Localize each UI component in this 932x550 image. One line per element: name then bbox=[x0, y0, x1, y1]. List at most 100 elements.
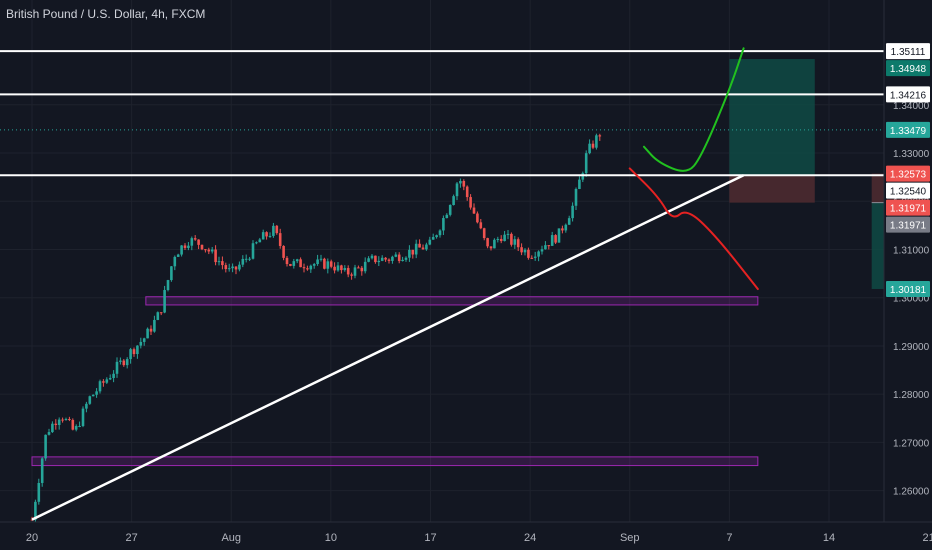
support-zone-2 bbox=[31, 456, 759, 467]
candle-body bbox=[425, 244, 428, 250]
candle bbox=[173, 255, 177, 271]
candle bbox=[105, 377, 109, 384]
candle-body bbox=[81, 408, 85, 426]
candle-body bbox=[255, 242, 258, 244]
candle bbox=[537, 250, 540, 262]
candle-body bbox=[584, 153, 588, 174]
candle bbox=[506, 230, 510, 240]
price-label: 1.34948 bbox=[886, 60, 930, 77]
support-zone-1 bbox=[145, 296, 759, 306]
candle-body bbox=[319, 258, 323, 260]
candle bbox=[132, 347, 136, 357]
candle bbox=[479, 218, 483, 230]
candle-body bbox=[176, 254, 180, 257]
candle bbox=[119, 357, 122, 365]
candle-body bbox=[591, 143, 595, 148]
candle bbox=[472, 203, 476, 215]
time-axis-background bbox=[0, 522, 932, 550]
position-target-zone bbox=[729, 59, 815, 176]
candle bbox=[234, 266, 238, 275]
candle bbox=[401, 256, 404, 262]
candle bbox=[387, 258, 391, 264]
candle bbox=[408, 245, 411, 262]
candle-body bbox=[166, 280, 170, 291]
candle-body bbox=[357, 267, 360, 269]
candle bbox=[503, 230, 506, 242]
candle bbox=[482, 227, 486, 241]
candle bbox=[404, 256, 408, 262]
candle-body bbox=[285, 257, 289, 265]
candle bbox=[61, 417, 64, 423]
candle-body bbox=[207, 249, 211, 252]
candle bbox=[292, 258, 296, 269]
candle bbox=[561, 225, 564, 234]
candle bbox=[516, 237, 520, 252]
candle bbox=[91, 394, 95, 397]
candle bbox=[309, 264, 313, 273]
candle bbox=[469, 194, 472, 210]
candle-body bbox=[445, 214, 449, 219]
candle bbox=[261, 229, 265, 240]
candle bbox=[391, 255, 394, 264]
candle-body bbox=[353, 267, 357, 276]
candle-body bbox=[190, 238, 194, 246]
candle bbox=[462, 179, 466, 191]
chart-title: British Pound / U.S. Dollar, 4h, FXCM bbox=[6, 7, 206, 21]
candle bbox=[520, 243, 523, 256]
candle bbox=[452, 194, 455, 206]
candle-body bbox=[146, 328, 149, 339]
candle-body bbox=[68, 418, 71, 420]
candle-body bbox=[564, 224, 568, 231]
y-tick-label: 1.31000 bbox=[893, 245, 930, 256]
candle-body bbox=[329, 261, 333, 267]
price-label-text: 1.32573 bbox=[890, 170, 927, 181]
candle-body bbox=[493, 239, 496, 249]
candle-body bbox=[289, 264, 292, 266]
candle bbox=[166, 279, 170, 292]
x-tick-label: 14 bbox=[823, 532, 835, 544]
candle bbox=[326, 258, 330, 274]
price-label-box bbox=[886, 60, 930, 77]
candle bbox=[448, 204, 452, 217]
candle bbox=[544, 241, 547, 250]
candle-body bbox=[102, 381, 105, 383]
candle bbox=[489, 246, 493, 251]
price-label-text: 1.31971 bbox=[890, 204, 927, 215]
candle bbox=[224, 262, 228, 273]
candle-body bbox=[295, 259, 299, 262]
candle bbox=[54, 419, 58, 430]
candle bbox=[493, 238, 496, 249]
candle bbox=[431, 233, 435, 240]
candle-body bbox=[465, 186, 469, 198]
candle-body bbox=[227, 268, 231, 270]
candle-body bbox=[306, 268, 309, 270]
price-label-text: 1.34216 bbox=[890, 90, 927, 101]
price-label: 1.30181 bbox=[886, 280, 930, 297]
candle-body bbox=[132, 349, 136, 355]
candle-body bbox=[431, 237, 435, 240]
candle bbox=[353, 264, 357, 279]
candle bbox=[210, 246, 214, 254]
candle bbox=[540, 245, 544, 255]
candle-body bbox=[40, 458, 44, 483]
price-label-text: 1.32540 bbox=[890, 187, 927, 198]
candle-body bbox=[278, 233, 282, 246]
candle-body bbox=[561, 228, 564, 231]
candle-body bbox=[309, 265, 313, 270]
x-tick-label: 17 bbox=[424, 532, 436, 544]
candle bbox=[88, 395, 92, 405]
candle bbox=[571, 202, 574, 222]
candle bbox=[51, 421, 54, 433]
x-tick-label: 21 bbox=[923, 532, 932, 544]
candle-body bbox=[316, 259, 319, 265]
candle bbox=[574, 187, 578, 211]
candle bbox=[428, 236, 432, 246]
candle-body bbox=[476, 213, 479, 223]
position-tool-1 bbox=[729, 59, 815, 203]
candle bbox=[336, 261, 340, 272]
price-label-box bbox=[886, 165, 930, 182]
candle bbox=[523, 248, 527, 256]
candle bbox=[533, 251, 537, 261]
candle bbox=[139, 337, 143, 349]
